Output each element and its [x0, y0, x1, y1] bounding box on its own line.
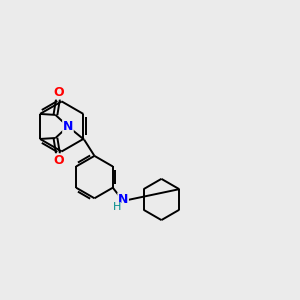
Text: N: N — [63, 120, 73, 133]
Text: N: N — [118, 193, 128, 206]
Text: O: O — [53, 154, 64, 167]
Text: O: O — [53, 86, 64, 99]
Text: H: H — [112, 202, 121, 212]
